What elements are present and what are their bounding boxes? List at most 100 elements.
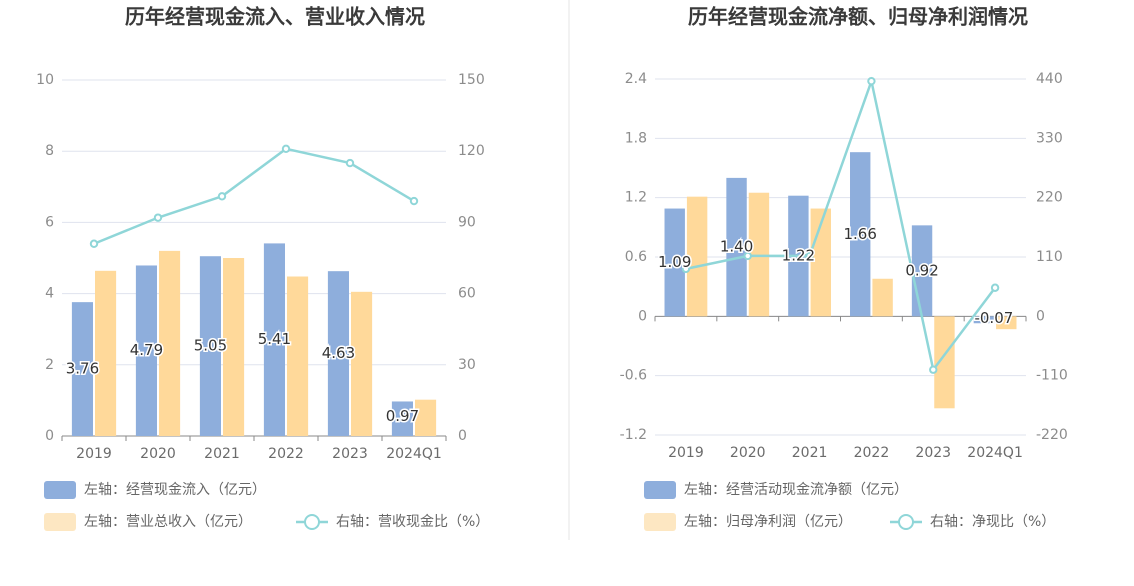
bar-primary[interactable] [263,243,285,436]
bar-primary[interactable] [71,302,93,436]
right-axis-tick: 150 [458,72,485,88]
x-axis-tick: 2019 [668,445,704,461]
bar-primary[interactable] [327,271,349,436]
chart-panel-1: 历年经营现金流入、营业收入情况 0 0 2 30 4 60 6 90 8 120 10 150 2019 2… [36,5,489,531]
bar-secondary[interactable] [287,276,309,436]
right-axis-tick: 110 [1036,249,1063,265]
legend-label: 左轴：经营活动现金流净额（亿元） [684,482,908,498]
left-axis-tick: 1.2 [625,190,647,206]
bar-data-label: 1.40 [720,238,753,256]
right-axis-tick: 330 [1036,130,1063,146]
bar-data-label: 4.79 [130,341,163,359]
x-axis-tick: 2023 [332,446,368,462]
right-axis-tick: 0 [1036,308,1045,324]
x-axis-tick: 2019 [76,446,112,462]
legend-swatch [44,481,76,499]
x-axis-tick: 2024Q1 [967,445,1023,461]
line-series [93,147,415,245]
x-axis-tick: 2021 [792,445,828,461]
bar-data-label: 5.05 [194,337,227,355]
left-axis-tick: 0 [45,428,54,444]
bar-secondary[interactable] [872,278,893,317]
bar-secondary[interactable] [748,192,770,317]
legend: 左轴：经营活动现金流净额（亿元） 左轴：归母净利润（亿元） 右轴：净现比（%） [644,481,1055,531]
right-axis-tick: 440 [1036,71,1063,87]
right-axis-tick: 30 [458,357,476,373]
legend: 左轴：经营现金流入（亿元） 左轴：营业总收入（亿元） 右轴：营收现金比（%） [44,481,489,531]
line-point[interactable] [681,264,691,274]
right-axis-tick: 60 [458,286,476,302]
x-axis-tick: 2020 [140,446,176,462]
legend-label: 左轴：经营现金流入（亿元） [84,482,266,498]
bar-primary[interactable] [973,316,995,324]
left-axis-tick: 8 [45,143,54,159]
left-axis-tick: 2 [45,357,54,373]
line-point[interactable] [345,158,355,168]
line-point[interactable] [89,239,99,248]
bar-data-label: 5.41 [258,330,291,348]
legend-label: 左轴：归母净利润（亿元） [684,513,852,530]
line-point[interactable] [281,144,291,154]
bar-secondary[interactable] [415,399,437,436]
line-point[interactable] [929,365,938,374]
line-point[interactable] [743,251,752,261]
bar-secondary[interactable] [934,316,955,409]
right-axis-tick: 220 [1036,190,1063,206]
line-point[interactable] [990,283,1000,292]
bar-secondary[interactable] [351,291,373,436]
line-series [685,76,997,373]
line-point[interactable] [217,192,227,201]
chart-panel-2: 历年经营现金流净额、归母净利润情况 -1.2 -220 -0.6 -110 0 0 0.6 11… [620,5,1068,531]
left-axis-tick: 2.4 [625,71,647,87]
x-axis-tick: 2020 [730,445,766,461]
left-axis-tick: 0 [638,308,647,324]
bar-primary[interactable] [391,401,413,436]
bar-secondary[interactable] [996,316,1017,330]
bar-secondary[interactable] [95,270,117,436]
line-point[interactable] [409,196,419,206]
legend-swatch [644,513,676,531]
legend-label: 左轴：营业总收入（亿元） [84,514,252,530]
x-axis-tick: 2022 [268,446,304,462]
line-point[interactable] [805,251,814,261]
legend-marker [304,514,320,530]
left-axis-tick: 0.6 [625,249,647,265]
line-point[interactable] [867,76,876,86]
left-axis-tick: 1.8 [625,130,647,146]
x-axis-tick: 2023 [915,445,951,461]
bar-data-label: 1.66 [844,225,877,243]
left-axis-tick: -0.6 [620,368,647,384]
line-point[interactable] [153,213,163,222]
right-axis-tick: 120 [458,143,485,159]
bar-data-label: -0.07 [974,309,1013,327]
bar-data-label: 4.63 [322,344,355,362]
x-axis-tick: 2024Q1 [386,446,442,462]
bar-data-label: 0.97 [386,407,419,425]
bar-data-label: 1.09 [658,253,691,271]
right-axis-tick: -110 [1036,368,1068,384]
x-axis-tick: 2022 [854,445,890,461]
bar-data-label: 1.22 [782,247,815,265]
bar-secondary[interactable] [686,196,708,317]
right-axis-tick: 90 [458,214,476,230]
legend-swatch [644,481,676,499]
bar-primary[interactable] [664,208,685,317]
right-axis-tick: 0 [458,428,467,444]
bar-secondary[interactable] [159,250,181,436]
bar-primary[interactable] [135,265,157,436]
bar-secondary[interactable] [223,258,245,436]
chart-title: 历年经营现金流净额、归母净利润情况 [688,5,1028,29]
bar-data-label: 3.76 [66,360,99,378]
legend-swatch [44,513,76,531]
bar-data-label: 0.92 [905,261,938,279]
legend-marker [898,514,914,530]
left-axis-tick: 10 [36,72,54,88]
bar-primary[interactable] [199,256,221,436]
bar-primary[interactable] [726,177,747,317]
left-axis-tick: 6 [45,214,54,230]
bar-primary[interactable] [850,152,871,317]
left-axis-tick: -1.2 [620,427,647,443]
x-axis-tick: 2021 [204,446,240,462]
right-axis-tick: -220 [1036,427,1068,443]
